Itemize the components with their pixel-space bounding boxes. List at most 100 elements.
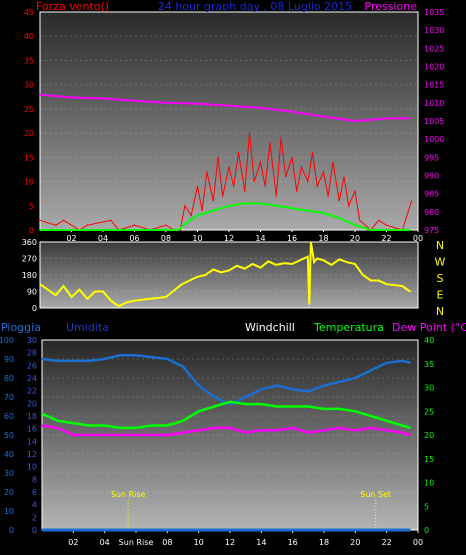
data-point <box>228 269 230 272</box>
data-point <box>104 424 106 427</box>
data-point <box>339 427 341 429</box>
data-point <box>354 120 356 122</box>
right-tick-label: 975 <box>424 226 439 235</box>
humidity-tick-label: 24 <box>27 374 37 383</box>
data-point <box>102 97 104 100</box>
x-tick-label: 04 <box>98 234 108 243</box>
data-point <box>307 256 309 258</box>
data-point <box>228 205 230 207</box>
sun-set-label: Sun Set <box>360 490 391 499</box>
left-tick-label: 20 <box>24 129 34 138</box>
data-point <box>259 107 262 109</box>
data-point <box>285 176 287 178</box>
data-point <box>385 283 388 285</box>
x-tick-label: 08 <box>162 538 172 547</box>
data-point <box>307 405 309 408</box>
data-point <box>280 137 282 139</box>
x-tick-label: 12 <box>224 234 234 243</box>
humidity-tick-label: 22 <box>27 387 37 396</box>
label-temperatura: Temperatura <box>313 321 384 334</box>
data-point <box>409 362 411 364</box>
data-point <box>409 427 411 429</box>
data-point <box>39 94 41 96</box>
humidity-tick-label: 16 <box>27 425 37 434</box>
data-point <box>184 205 186 207</box>
data-point <box>307 210 309 212</box>
data-point <box>370 369 372 371</box>
data-point <box>296 190 298 192</box>
data-point <box>182 366 184 368</box>
x-tick-label: 08 <box>161 234 171 243</box>
humidity-tick-label: 12 <box>27 450 37 459</box>
data-point <box>292 388 294 390</box>
data-point <box>41 424 43 427</box>
x-tick-label: 20 <box>350 234 360 243</box>
series-vento-medio <box>40 202 411 231</box>
data-point <box>291 263 293 265</box>
data-point <box>323 429 325 431</box>
data-point <box>213 427 215 429</box>
direction-tick-label: 270 <box>22 255 37 264</box>
panel1-title: 24 hour graph day , 08 Luglio 2015 <box>158 0 352 13</box>
data-point <box>196 214 199 217</box>
label-umidita: Umidita <box>66 321 109 334</box>
data-point <box>88 424 90 427</box>
data-point <box>409 229 411 231</box>
data-point <box>322 171 325 173</box>
data-point <box>245 432 247 434</box>
left-tick-label: 5 <box>29 202 34 211</box>
data-point <box>212 200 214 202</box>
data-point <box>63 285 65 287</box>
data-point <box>252 263 254 265</box>
data-point <box>229 404 231 406</box>
data-point <box>346 261 348 263</box>
data-point <box>39 229 41 231</box>
data-point <box>102 290 104 293</box>
data-point <box>409 290 411 293</box>
rain-tick-label: 30 <box>4 469 14 478</box>
data-point <box>70 96 73 98</box>
data-point <box>316 257 318 260</box>
data-point <box>354 429 356 431</box>
temperature-tick-label: 0 <box>424 526 429 535</box>
data-point <box>291 156 293 158</box>
humidity-tick-label: 14 <box>27 437 37 446</box>
data-point <box>135 434 137 436</box>
data-point <box>244 202 246 204</box>
data-point <box>213 396 215 398</box>
x-tick-label: 18 <box>318 234 328 243</box>
data-point <box>133 224 136 226</box>
data-point <box>236 265 238 267</box>
direction-tick-label: 360 <box>22 238 37 247</box>
rain-tick-label: 40 <box>4 450 14 459</box>
data-point <box>343 176 345 178</box>
data-point <box>276 429 278 431</box>
rain-tick-label: 10 <box>4 507 14 516</box>
data-point <box>409 434 411 436</box>
left-tick-label: 45 <box>24 8 34 17</box>
data-point <box>385 117 388 120</box>
left-tick-label: 10 <box>24 178 34 187</box>
data-point <box>151 434 153 436</box>
data-point <box>260 429 262 431</box>
data-point <box>275 264 277 266</box>
data-point <box>299 259 301 261</box>
data-point <box>339 408 341 410</box>
data-point <box>338 200 340 202</box>
data-point <box>354 190 356 192</box>
data-point <box>185 222 188 224</box>
temperature-tick-label: 25 <box>424 407 434 416</box>
data-point <box>283 262 285 264</box>
x-tick-label: 22 <box>381 234 391 243</box>
data-point <box>370 229 372 231</box>
compass-label: N <box>436 305 444 318</box>
data-point <box>196 276 199 278</box>
data-point <box>229 401 231 403</box>
data-point <box>86 298 88 300</box>
data-point <box>322 116 325 118</box>
data-point <box>401 424 403 427</box>
data-point <box>308 303 310 305</box>
temperature-tick-label: 10 <box>424 479 434 488</box>
data-point <box>78 289 80 291</box>
data-point <box>260 403 262 405</box>
